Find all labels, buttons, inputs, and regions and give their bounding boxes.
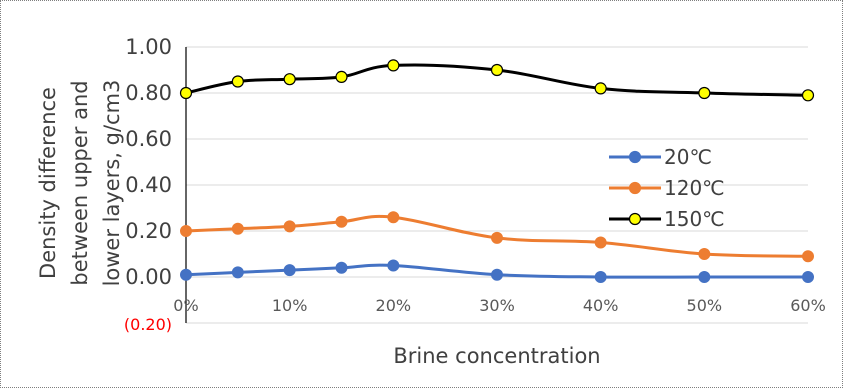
x-tick-label: 10%: [272, 296, 308, 315]
legend-label: 120℃: [664, 176, 725, 200]
legend-swatch-marker: [628, 212, 642, 226]
data-point: [387, 211, 400, 224]
data-point: [180, 225, 192, 237]
y-axis-title-line-1: Density difference: [36, 87, 60, 279]
y-tick-labels: (0.20) 0.00 0.20 0.40 0.60 0.80 1.00: [124, 35, 172, 334]
legend-label: 20℃: [664, 145, 712, 169]
y-tick-label: 0.80: [125, 81, 172, 105]
legend-swatch-marker: [628, 150, 642, 164]
x-tick-label: 60%: [790, 296, 826, 315]
series-line: [185, 63, 809, 97]
x-tick-label: 30%: [479, 296, 515, 315]
y-tick-label: 0.00: [125, 265, 172, 289]
data-point: [387, 259, 400, 272]
data-point: [594, 236, 607, 249]
y-axis-title: Density difference between upper and low…: [36, 80, 124, 287]
legend-entry: 20℃: [609, 145, 712, 169]
data-point: [802, 271, 814, 283]
data-point: [491, 231, 503, 244]
legend: 20℃ 120℃ 150℃: [609, 145, 725, 231]
series-line: [185, 214, 809, 258]
x-tick-label: 40%: [583, 296, 619, 315]
x-axis-title: Brine concentration: [393, 344, 600, 368]
legend-label: 150℃: [664, 207, 725, 231]
data-point: [179, 86, 193, 100]
data-point: [698, 271, 711, 283]
x-tick-label: 20%: [376, 296, 412, 315]
data-point: [335, 70, 348, 84]
data-point: [231, 222, 244, 235]
data-point: [335, 261, 348, 274]
series-0: [180, 259, 814, 283]
legend-entry: 120℃: [609, 176, 725, 200]
data-point: [231, 75, 244, 88]
y-axis-title-line-2: between upper and: [68, 80, 92, 285]
y-tick-label: (0.20): [124, 315, 172, 334]
data-point: [231, 266, 244, 279]
data-point: [698, 86, 711, 100]
data-point: [802, 250, 814, 263]
x-tick-labels: 0% 10% 20% 30% 40% 50% 60%: [173, 296, 825, 315]
data-point: [180, 268, 192, 281]
data-point: [491, 268, 503, 281]
series-lines: [179, 59, 815, 283]
x-tick-label: 0%: [173, 296, 198, 315]
data-point: [283, 220, 296, 233]
y-tick-label: 0.20: [125, 219, 172, 243]
data-point: [283, 73, 296, 86]
y-tick-label: 0.40: [125, 173, 172, 197]
data-point: [801, 89, 815, 102]
legend-entry: 150℃: [609, 207, 725, 231]
series-line: [185, 263, 808, 279]
data-point: [698, 248, 711, 260]
data-point: [594, 271, 607, 283]
series-1: [180, 211, 814, 263]
data-point: [387, 59, 400, 72]
y-tick-label: 0.60: [125, 127, 172, 151]
data-point: [490, 63, 504, 77]
data-point: [594, 82, 607, 95]
x-tick-label: 50%: [687, 296, 723, 315]
legend-swatch-marker: [628, 181, 642, 195]
y-axis-title-line-3: lower layers, g/cm3: [100, 80, 124, 287]
series-2: [179, 59, 815, 102]
y-tick-label: 1.00: [125, 35, 172, 59]
data-point: [283, 264, 296, 277]
data-point: [335, 215, 348, 228]
